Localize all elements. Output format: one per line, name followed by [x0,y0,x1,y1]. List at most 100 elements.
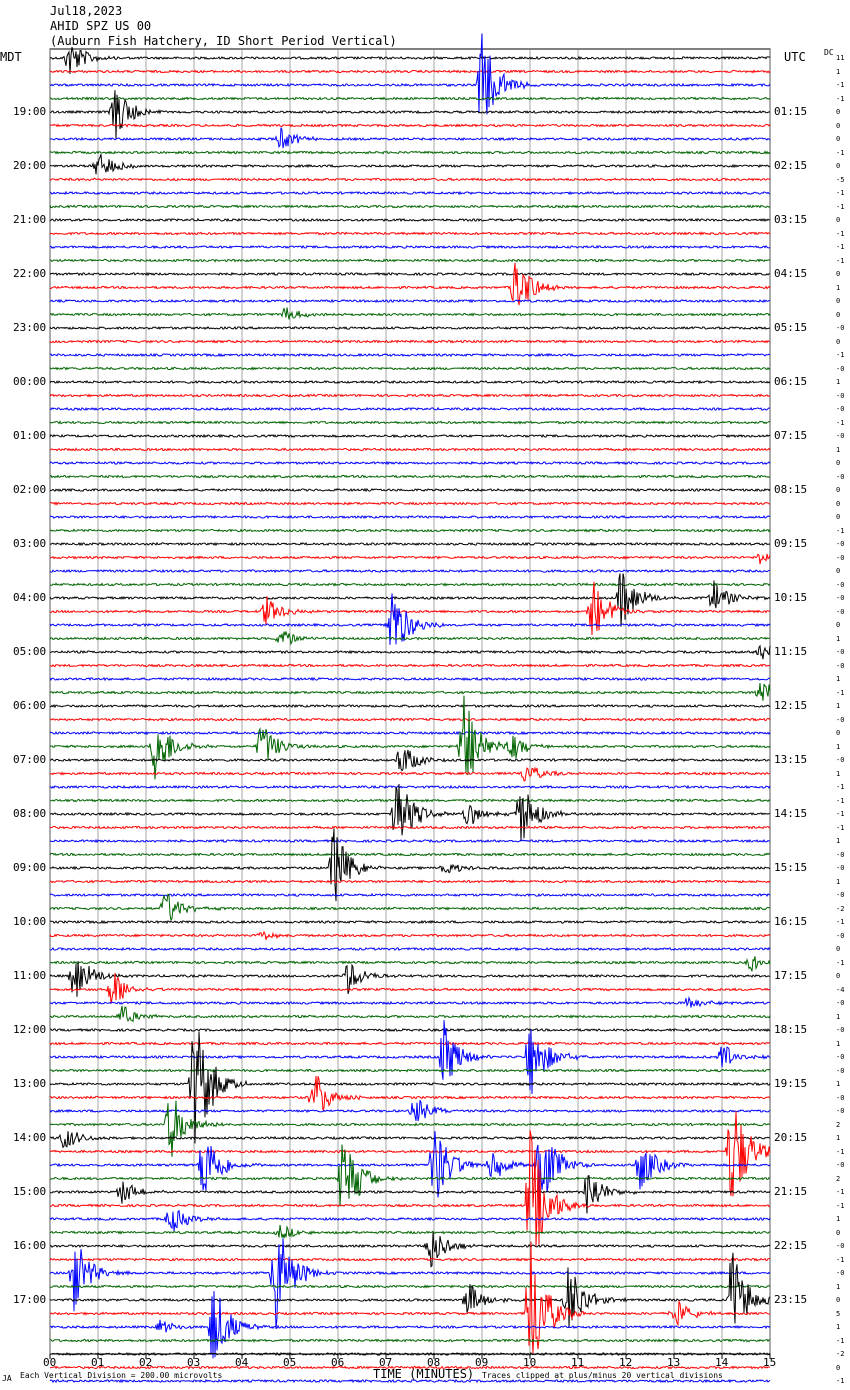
dc-offset-value: 0 [836,162,841,170]
x-tick-label: 06 [331,1356,345,1369]
dc-offset-value: -0 [836,472,845,481]
left-time-label: 02:00 [13,483,47,496]
seismic-trace [49,838,771,844]
right-time-label: 11:15 [774,645,808,658]
left-time-label: 17:00 [13,1293,47,1306]
dc-offset-value: 0 [836,1363,841,1372]
dc-offset-value: 5 [836,1309,841,1318]
dc-offset-value: 0 [836,108,841,116]
dc-offset-value: -0 [836,391,845,400]
right-time-label: 17:15 [774,969,808,982]
dc-offset-value: -4 [836,985,845,994]
dc-offset-value: 0 [836,621,841,629]
seismic-trace [49,852,771,857]
seismic-trace [49,393,771,398]
seismic-trace [49,379,771,385]
seismic-trace [50,1027,771,1033]
seismic-trace [49,258,771,263]
dc-offset-value: -1 [836,958,845,967]
seismic-trace [49,995,771,1008]
dc-offset-value: 0 [836,337,841,346]
dc-offset-value: 0 [836,486,841,494]
dc-offset-value: -1 [836,1336,845,1345]
x-tick-label: 02 [139,1356,153,1369]
right-time-label: 16:15 [774,915,808,928]
left-time-label: 23:00 [13,321,47,334]
right-time-label: 18:15 [774,1023,808,1036]
seismic-trace [49,1131,771,1208]
dc-offset-value: -0 [836,540,845,548]
dc-offset-value: -1 [836,351,845,359]
seismic-trace [49,553,771,565]
seismic-trace [49,961,771,997]
right-timezone-label: UTC [784,50,806,64]
right-time-label: 12:15 [774,699,808,712]
dc-offset-value: -1 [836,796,845,805]
x-tick-label: 15 [763,1356,777,1369]
seismic-trace [49,1100,771,1122]
seismic-trace [49,1209,771,1232]
seismic-trace [49,514,771,520]
seismic-trace [49,766,771,782]
seismic-trace [49,972,771,1004]
right-time-label: 14:15 [774,807,808,820]
seismic-trace [49,217,770,223]
left-time-label: 00:00 [13,375,47,388]
seismic-trace [49,541,771,547]
left-time-label: 04:00 [13,591,47,604]
seismic-trace [49,683,771,701]
dc-offset-value: -0 [836,1269,845,1277]
dc-offset-value: -0 [836,405,845,413]
left-time-label: 13:00 [13,1077,47,1090]
scale-note: Each Vertical Division = 200.00 microvol… [20,1371,223,1380]
seismic-trace [49,1068,771,1073]
seismic-trace [50,90,771,140]
dc-offset-value: 0 [836,216,841,224]
x-tick-label: 07 [379,1356,393,1369]
seismic-trace [49,406,771,412]
seismic-trace [49,1020,771,1095]
seismic-trace [49,582,771,587]
seismic-trace [49,593,771,645]
dc-offset-value: 1 [836,742,841,751]
dc-offset-value: -0 [836,1093,845,1102]
dc-offset-value: -1 [836,229,845,238]
x-tick-label: 00 [43,1356,57,1369]
dc-offset-value: 2 [836,1120,841,1129]
right-time-label: 08:15 [774,483,808,496]
seismic-trace [49,1224,771,1239]
seismic-trace [49,784,771,790]
x-axis-label: TIME (MINUTES) [373,1367,475,1381]
seismic-trace [49,946,771,952]
right-time-label: 07:15 [774,429,808,442]
seismic-trace [49,695,771,780]
seismic-trace [49,190,771,196]
seismic-trace [49,1041,770,1046]
x-tick-label: 10 [523,1356,537,1369]
seismic-trace [49,956,771,972]
dc-offset-value: 0 [836,945,841,953]
dc-offset-value: -1 [836,81,845,89]
seismic-trace [49,1365,771,1370]
dc-offset-value: 0 [836,270,841,278]
left-time-label: 22:00 [13,267,47,280]
dc-offset-value: -0 [836,1161,845,1169]
dc-offset-value: -1 [836,94,845,103]
dc-offset-value: -1 [836,1188,845,1196]
dc-offset-value: -0 [836,850,845,859]
seismic-trace [49,528,771,533]
dc-offset-value: -1 [836,1255,845,1264]
dc-offset-value: -2 [836,1350,845,1358]
seismic-trace [49,177,771,182]
dc-offset-value: 1 [836,1215,841,1223]
dc-offset-value: -1 [836,1201,845,1210]
dc-offset-value: 1 [836,634,841,643]
seismic-trace [49,1284,771,1289]
seismic-trace [49,1252,771,1328]
dc-offset-value: -1 [836,243,845,251]
left-time-label: 08:00 [13,807,47,820]
corner-mark: JA [2,1374,12,1383]
seismic-trace [49,717,771,722]
seismic-trace [49,339,771,344]
dc-offset-value: 2 [836,1174,841,1183]
